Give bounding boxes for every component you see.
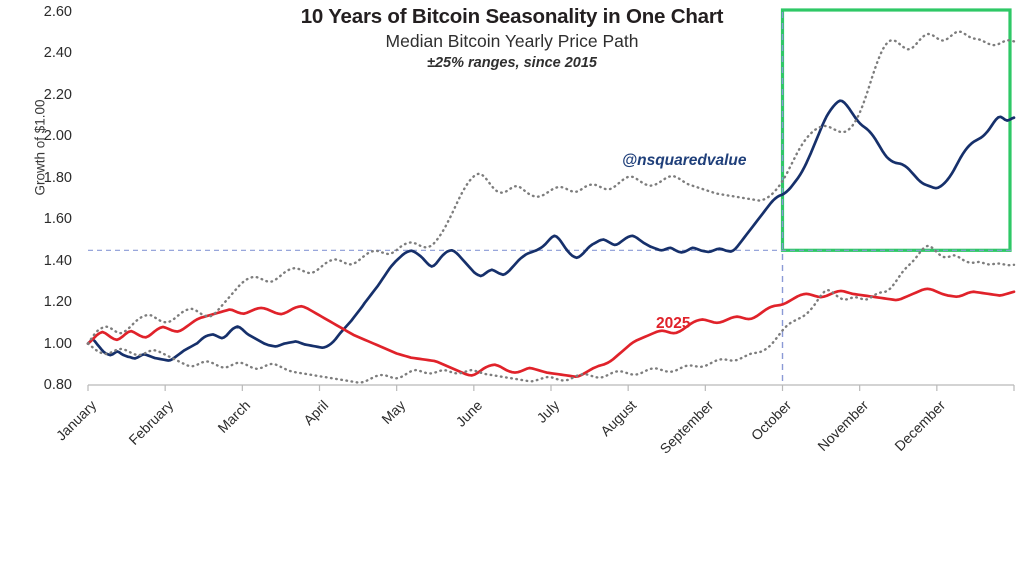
bitcoin-seasonality-chart: 10 Years of Bitcoin Seasonality in One C… bbox=[0, 0, 1016, 474]
y-tick-label: 2.40 bbox=[43, 45, 72, 62]
x-tick-label: June bbox=[452, 397, 486, 430]
series-line bbox=[86, 244, 1016, 384]
y-tick-label: 1.80 bbox=[43, 169, 72, 186]
plot-area bbox=[86, 8, 1016, 391]
author-handle-annotation: @nsquaredvalue bbox=[622, 152, 747, 169]
x-tick-label: May bbox=[377, 397, 408, 428]
x-tick-label: April bbox=[299, 397, 331, 429]
x-tick-label: November bbox=[813, 397, 871, 454]
current-year-series-label: 2025 bbox=[656, 315, 691, 332]
x-tick-label: December bbox=[891, 397, 949, 454]
x-tick-label: August bbox=[597, 397, 640, 440]
x-axis-ticks: January February March April May June July Augu… bbox=[53, 397, 948, 457]
y-tick-label: 2.20 bbox=[43, 86, 72, 103]
q4-highlight-box bbox=[780, 8, 1012, 252]
x-tick-label: September bbox=[656, 397, 717, 457]
x-tick-label: July bbox=[533, 397, 563, 426]
x-tick-label: October bbox=[747, 397, 794, 444]
y-tick-label: 2.60 bbox=[43, 4, 72, 20]
y-tick-label: 1.60 bbox=[43, 211, 72, 228]
x-tick-label: March bbox=[214, 397, 254, 436]
series-line bbox=[86, 30, 1016, 345]
y-tick-label: 0.80 bbox=[43, 377, 72, 393]
y-axis-ticks: 0.80 1.00 1.20 1.40 1.60 1.80 2.00 2.20 2.40 2.60 bbox=[0, 0, 72, 474]
series-line bbox=[86, 99, 1016, 362]
series-line bbox=[86, 287, 1016, 379]
y-tick-label: 1.40 bbox=[43, 252, 72, 269]
y-tick-label: 2.00 bbox=[43, 128, 72, 145]
y-tick-label: 1.20 bbox=[43, 294, 72, 311]
y-tick-label: 1.00 bbox=[43, 335, 72, 352]
